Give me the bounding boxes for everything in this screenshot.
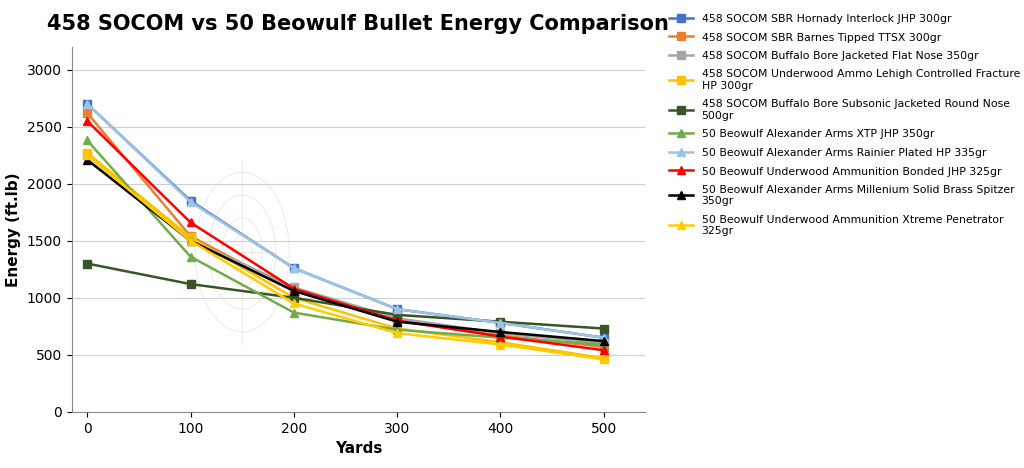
458 SOCOM SBR Hornady Interlock JHP 300gr — [495, 320, 507, 326]
Line: 50 Beowulf Underwood Ammunition Bonded JHP 325gr: 50 Beowulf Underwood Ammunition Bonded J… — [83, 117, 607, 354]
50 Beowulf Alexander Arms XTP JHP 350gr — [81, 138, 93, 143]
458 SOCOM Buffalo Bore Jacketed Flat Nose 350gr — [598, 341, 610, 346]
458 SOCOM SBR Hornady Interlock JHP 300gr — [184, 198, 197, 204]
458 SOCOM Buffalo Bore Subsonic Jacketed Round Nose
500gr — [598, 326, 610, 331]
50 Beowulf Underwood Ammunition Xtreme Penetrator
325gr — [495, 342, 507, 347]
458 SOCOM SBR Barnes Tipped TTSX 300gr — [391, 318, 403, 323]
50 Beowulf Alexander Arms Millenium Solid Brass Spitzer
350gr — [184, 238, 197, 243]
50 Beowulf Alexander Arms Rainier Plated HP 335gr — [81, 101, 93, 107]
50 Beowulf Underwood Ammunition Xtreme Penetrator
325gr — [598, 357, 610, 362]
50 Beowulf Alexander Arms XTP JHP 350gr — [184, 254, 197, 259]
50 Beowulf Underwood Ammunition Bonded JHP 325gr — [288, 286, 300, 292]
Title: 458 SOCOM vs 50 Beowulf Bullet Energy Comparison: 458 SOCOM vs 50 Beowulf Bullet Energy Co… — [47, 14, 670, 34]
50 Beowulf Underwood Ammunition Bonded JHP 325gr — [598, 347, 610, 353]
50 Beowulf Alexander Arms Rainier Plated HP 335gr — [391, 307, 403, 312]
458 SOCOM Buffalo Bore Subsonic Jacketed Round Nose
500gr — [81, 261, 93, 266]
458 SOCOM Underwood Ammo Lehigh Controlled Fracture
HP 300gr — [391, 326, 403, 331]
Legend: 458 SOCOM SBR Hornady Interlock JHP 300gr, 458 SOCOM SBR Barnes Tipped TTSX 300g: 458 SOCOM SBR Hornady Interlock JHP 300g… — [666, 10, 1023, 240]
50 Beowulf Underwood Ammunition Bonded JHP 325gr — [184, 219, 197, 225]
Line: 50 Beowulf Alexander Arms XTP JHP 350gr: 50 Beowulf Alexander Arms XTP JHP 350gr — [83, 137, 607, 348]
50 Beowulf Alexander Arms Rainier Plated HP 335gr — [288, 265, 300, 271]
50 Beowulf Alexander Arms Millenium Solid Brass Spitzer
350gr — [495, 329, 507, 335]
50 Beowulf Underwood Ammunition Xtreme Penetrator
325gr — [391, 330, 403, 336]
Line: 458 SOCOM Underwood Ammo Lehigh Controlled Fracture
HP 300gr: 458 SOCOM Underwood Ammo Lehigh Controll… — [83, 149, 607, 362]
X-axis label: Yards: Yards — [335, 441, 382, 456]
50 Beowulf Underwood Ammunition Bonded JHP 325gr — [81, 118, 93, 124]
458 SOCOM Underwood Ammo Lehigh Controlled Fracture
HP 300gr — [495, 339, 507, 345]
458 SOCOM Underwood Ammo Lehigh Controlled Fracture
HP 300gr — [288, 295, 300, 300]
50 Beowulf Underwood Ammunition Bonded JHP 325gr — [495, 334, 507, 339]
Line: 458 SOCOM SBR Hornady Interlock JHP 300gr: 458 SOCOM SBR Hornady Interlock JHP 300g… — [83, 100, 607, 342]
Y-axis label: Energy (ft.lb): Energy (ft.lb) — [6, 172, 22, 286]
50 Beowulf Alexander Arms Millenium Solid Brass Spitzer
350gr — [391, 319, 403, 324]
Line: 50 Beowulf Underwood Ammunition Xtreme Penetrator
325gr: 50 Beowulf Underwood Ammunition Xtreme P… — [83, 151, 607, 363]
50 Beowulf Alexander Arms XTP JHP 350gr — [598, 342, 610, 347]
Line: 458 SOCOM Buffalo Bore Jacketed Flat Nose 350gr: 458 SOCOM Buffalo Bore Jacketed Flat Nos… — [83, 151, 607, 347]
50 Beowulf Underwood Ammunition Bonded JHP 325gr — [391, 318, 403, 323]
Line: 458 SOCOM Buffalo Bore Subsonic Jacketed Round Nose
500gr: 458 SOCOM Buffalo Bore Subsonic Jacketed… — [83, 260, 607, 332]
50 Beowulf Alexander Arms Millenium Solid Brass Spitzer
350gr — [288, 288, 300, 294]
50 Beowulf Alexander Arms Rainier Plated HP 335gr — [495, 320, 507, 326]
50 Beowulf Alexander Arms Rainier Plated HP 335gr — [598, 335, 610, 341]
458 SOCOM SBR Barnes Tipped TTSX 300gr — [81, 110, 93, 116]
50 Beowulf Alexander Arms XTP JHP 350gr — [391, 327, 403, 332]
458 SOCOM Buffalo Bore Jacketed Flat Nose 350gr — [81, 153, 93, 158]
Line: 458 SOCOM SBR Barnes Tipped TTSX 300gr: 458 SOCOM SBR Barnes Tipped TTSX 300gr — [83, 109, 607, 351]
Line: 50 Beowulf Alexander Arms Millenium Solid Brass Spitzer
350gr: 50 Beowulf Alexander Arms Millenium Soli… — [83, 156, 607, 345]
Line: 50 Beowulf Alexander Arms Rainier Plated HP 335gr: 50 Beowulf Alexander Arms Rainier Plated… — [83, 100, 607, 342]
458 SOCOM Underwood Ammo Lehigh Controlled Fracture
HP 300gr — [598, 355, 610, 361]
458 SOCOM Underwood Ammo Lehigh Controlled Fracture
HP 300gr — [184, 234, 197, 240]
458 SOCOM Underwood Ammo Lehigh Controlled Fracture
HP 300gr — [81, 150, 93, 156]
458 SOCOM SBR Hornady Interlock JHP 300gr — [598, 335, 610, 341]
458 SOCOM SBR Barnes Tipped TTSX 300gr — [288, 288, 300, 294]
458 SOCOM Buffalo Bore Subsonic Jacketed Round Nose
500gr — [391, 312, 403, 318]
50 Beowulf Underwood Ammunition Xtreme Penetrator
325gr — [81, 153, 93, 158]
458 SOCOM Buffalo Bore Jacketed Flat Nose 350gr — [391, 315, 403, 321]
50 Beowulf Alexander Arms Rainier Plated HP 335gr — [184, 199, 197, 205]
458 SOCOM SBR Barnes Tipped TTSX 300gr — [184, 234, 197, 239]
458 SOCOM Buffalo Bore Subsonic Jacketed Round Nose
500gr — [184, 281, 197, 287]
458 SOCOM SBR Hornady Interlock JHP 300gr — [288, 265, 300, 271]
458 SOCOM Buffalo Bore Jacketed Flat Nose 350gr — [288, 285, 300, 290]
458 SOCOM SBR Hornady Interlock JHP 300gr — [391, 307, 403, 312]
50 Beowulf Alexander Arms Millenium Solid Brass Spitzer
350gr — [598, 338, 610, 344]
458 SOCOM Buffalo Bore Subsonic Jacketed Round Nose
500gr — [288, 295, 300, 300]
50 Beowulf Underwood Ammunition Xtreme Penetrator
325gr — [184, 238, 197, 243]
458 SOCOM SBR Barnes Tipped TTSX 300gr — [495, 333, 507, 338]
50 Beowulf Alexander Arms Millenium Solid Brass Spitzer
350gr — [81, 157, 93, 162]
50 Beowulf Alexander Arms XTP JHP 350gr — [495, 335, 507, 341]
458 SOCOM SBR Hornady Interlock JHP 300gr — [81, 101, 93, 107]
458 SOCOM Buffalo Bore Subsonic Jacketed Round Nose
500gr — [495, 319, 507, 324]
458 SOCOM SBR Barnes Tipped TTSX 300gr — [598, 344, 610, 350]
458 SOCOM Buffalo Bore Jacketed Flat Nose 350gr — [495, 330, 507, 336]
458 SOCOM Buffalo Bore Jacketed Flat Nose 350gr — [184, 237, 197, 242]
50 Beowulf Underwood Ammunition Xtreme Penetrator
325gr — [288, 300, 300, 306]
50 Beowulf Alexander Arms XTP JHP 350gr — [288, 310, 300, 315]
